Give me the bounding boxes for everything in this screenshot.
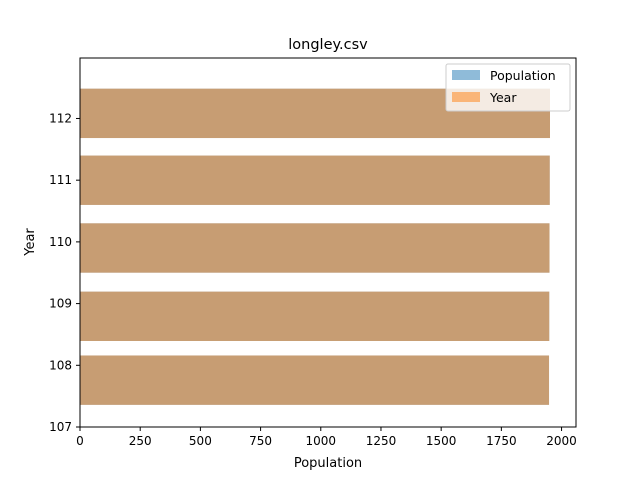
y-tick-label: 110 [49, 235, 72, 249]
x-tick-label: 500 [189, 434, 212, 448]
x-tick-label: 1250 [366, 434, 397, 448]
legend-swatch-year [452, 92, 480, 102]
chart-title: longley.csv [288, 37, 368, 53]
bar-year-0 [80, 355, 550, 405]
x-tick-label: 1500 [426, 434, 457, 448]
plot-frame [79, 57, 577, 428]
legend-swatch-population [452, 70, 480, 80]
y-axis-label: Year [23, 228, 38, 257]
x-tick-label: 2000 [546, 434, 577, 448]
y-tick-label: 111 [49, 173, 72, 187]
x-axis-label: Population [294, 456, 362, 471]
bar-year-1 [80, 291, 550, 341]
x-tick-label: 1000 [306, 434, 337, 448]
x-tick-label: 0 [76, 434, 84, 448]
bar-year-2 [80, 223, 550, 273]
x-axis-ticks: 0 250 500 750 1000 1250 1500 1750 2000 [76, 427, 577, 448]
y-tick-label: 107 [49, 420, 72, 434]
y-tick-label: 109 [49, 297, 72, 311]
y-tick-label: 108 [49, 358, 72, 372]
bar-year-3 [80, 155, 550, 205]
x-tick-label: 250 [129, 434, 152, 448]
bars-group [80, 88, 550, 405]
y-axis-ticks: 107 108 109 110 111 112 [49, 111, 80, 434]
legend-label-year: Year [489, 90, 517, 105]
legend-label-population: Population [490, 68, 556, 83]
x-tick-label: 1750 [486, 434, 517, 448]
x-tick-label: 750 [249, 434, 272, 448]
legend: Population Year [445, 63, 571, 112]
y-tick-label: 112 [49, 111, 72, 125]
